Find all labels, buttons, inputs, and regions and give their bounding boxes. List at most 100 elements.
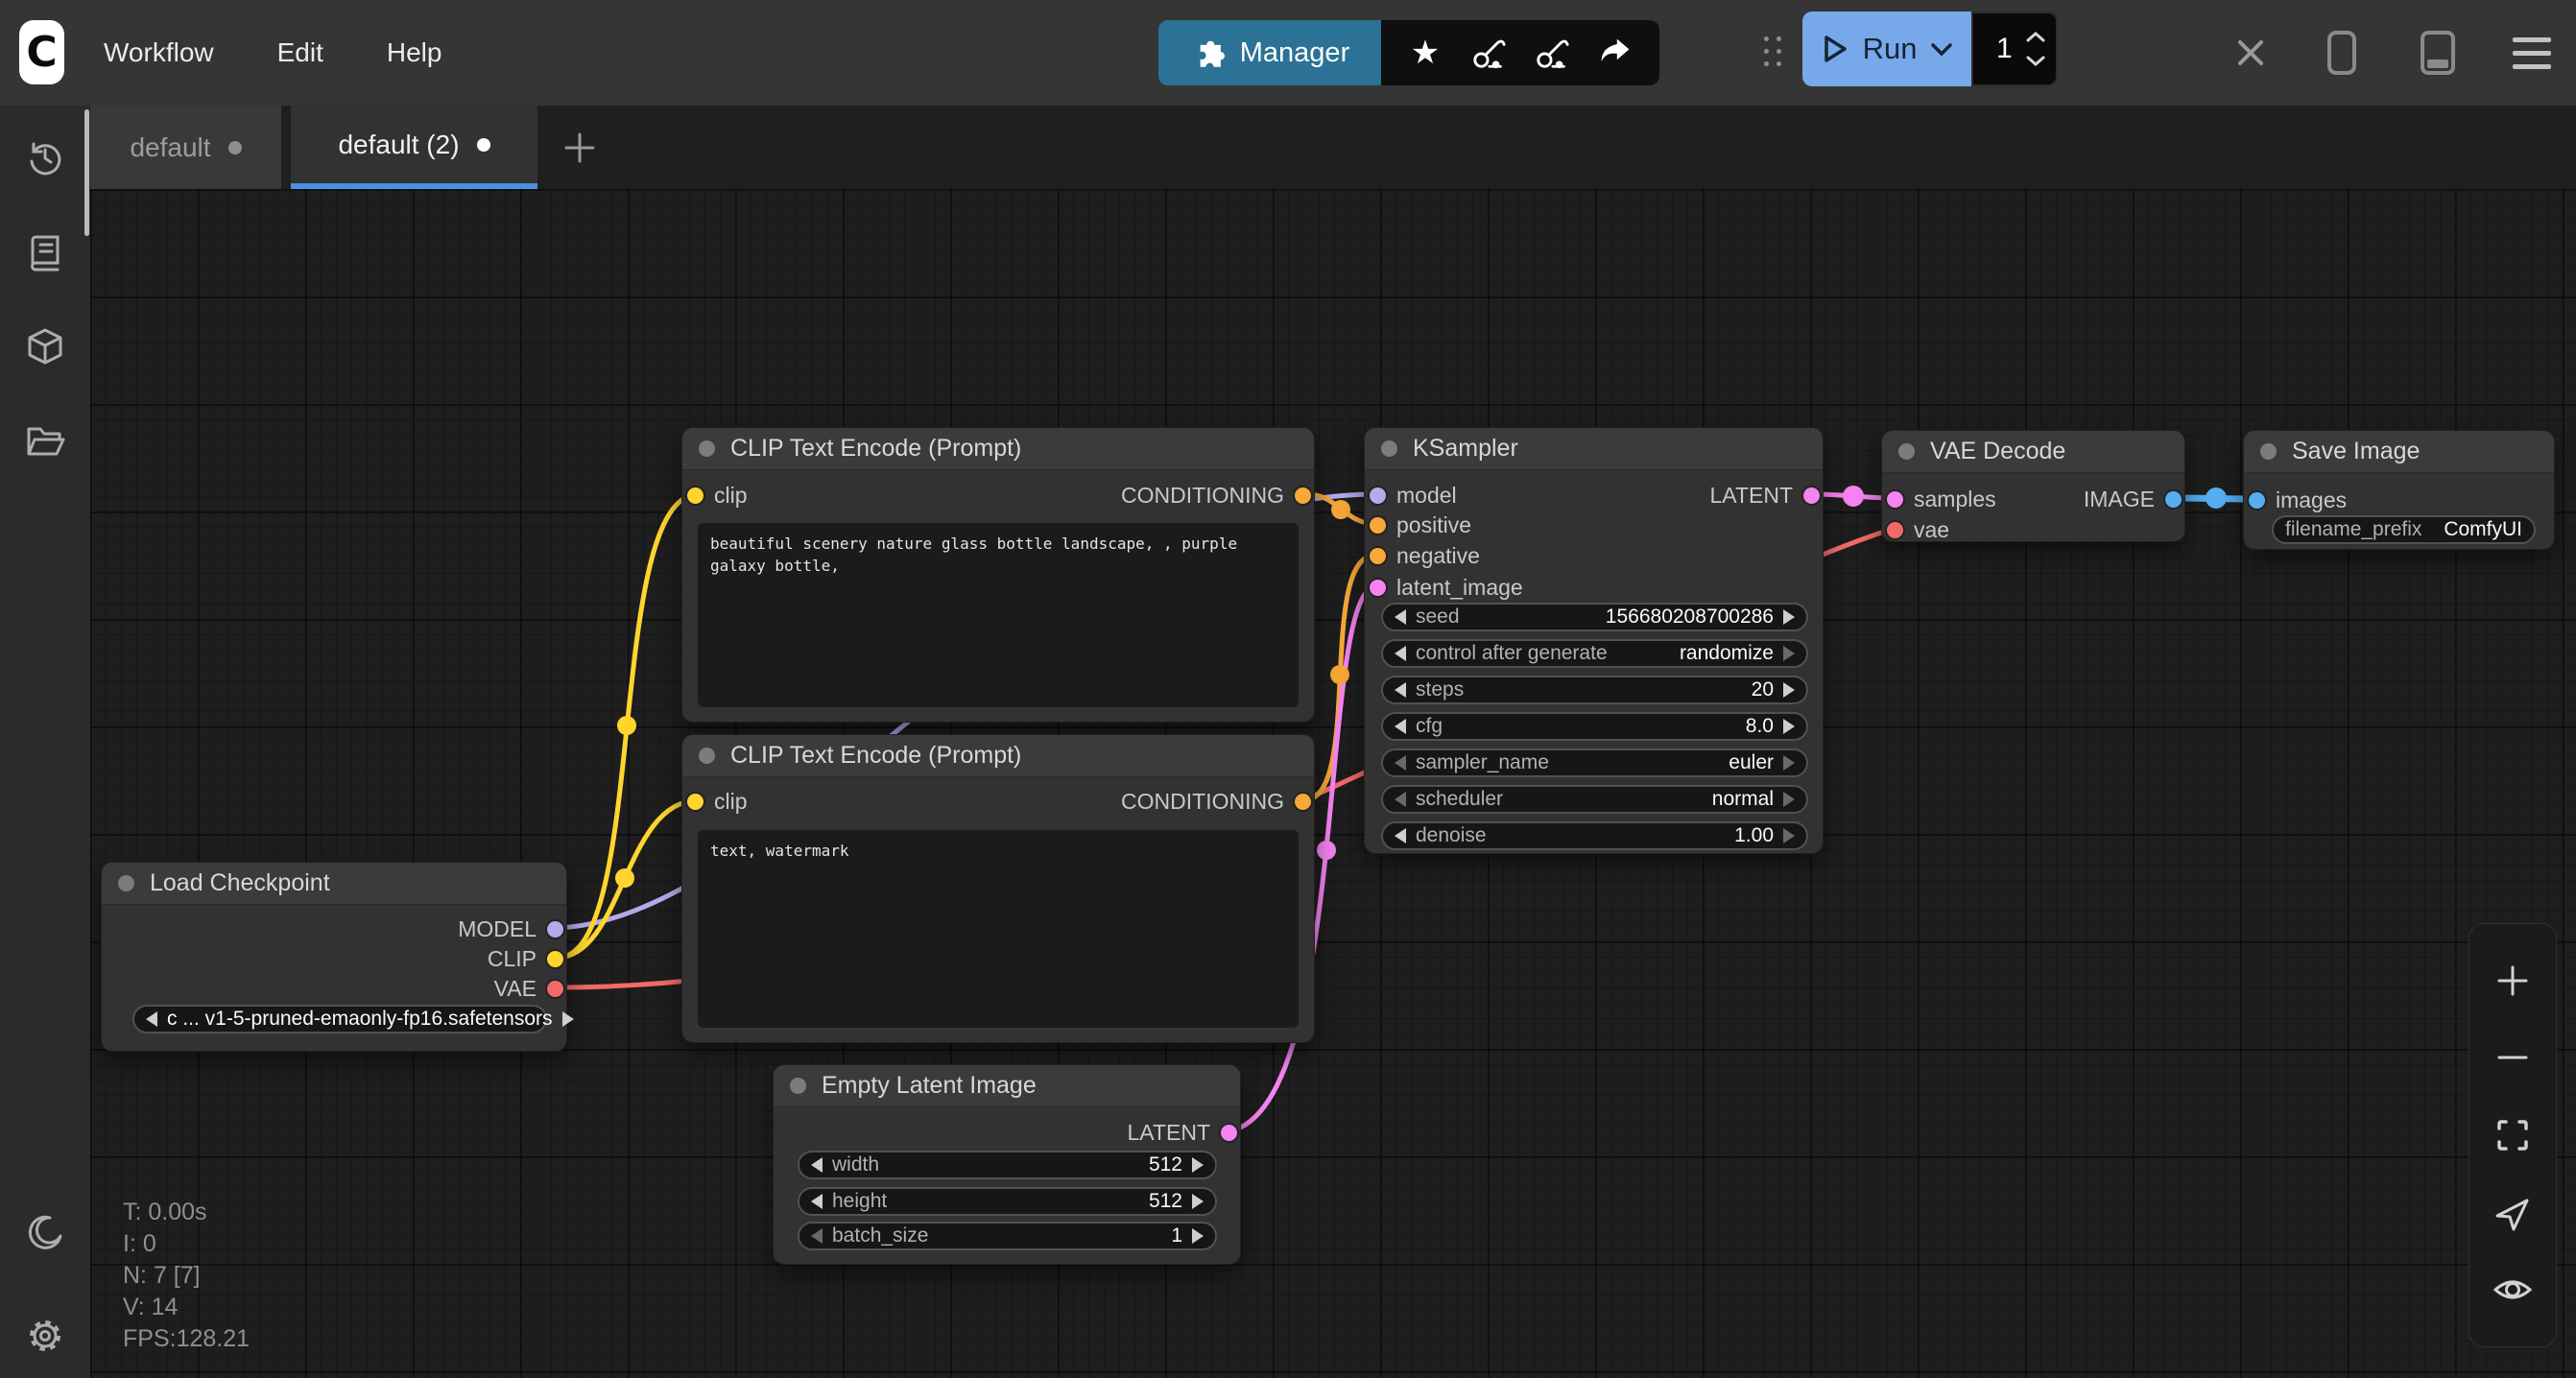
input-slot-negative[interactable]: negative bbox=[1370, 541, 1480, 570]
decrement-arrow-icon[interactable] bbox=[1395, 646, 1406, 661]
node-title-bar[interactable]: CLIP Text Encode (Prompt) bbox=[682, 735, 1314, 777]
steps-widget[interactable]: steps 20 bbox=[1381, 676, 1808, 704]
node-ksampler[interactable]: KSampler model positive negative latent_… bbox=[1364, 427, 1824, 854]
increment-arrow-icon[interactable] bbox=[1783, 609, 1795, 625]
decrement-arrow-icon[interactable] bbox=[1395, 755, 1406, 771]
node-title-bar[interactable]: CLIP Text Encode (Prompt) bbox=[682, 428, 1314, 470]
toggle-link-visibility-button[interactable] bbox=[2492, 1269, 2534, 1311]
decrement-arrow-icon[interactable] bbox=[1395, 719, 1406, 734]
increment-arrow-icon[interactable] bbox=[1192, 1228, 1204, 1244]
increment-arrow-icon[interactable] bbox=[1783, 682, 1795, 698]
vacuum-button-2[interactable] bbox=[1533, 34, 1571, 72]
pan-mode-button[interactable] bbox=[2492, 1192, 2534, 1234]
share-button[interactable] bbox=[1596, 34, 1634, 72]
node-title-bar[interactable]: KSampler bbox=[1365, 428, 1823, 470]
collapse-dot[interactable] bbox=[1898, 443, 1915, 460]
decrement-arrow-icon[interactable] bbox=[811, 1194, 823, 1209]
output-slot-conditioning[interactable]: CONDITIONING bbox=[1121, 481, 1311, 510]
output-slot-vae[interactable]: VAE bbox=[494, 974, 563, 1003]
increment-arrow-icon[interactable] bbox=[1783, 755, 1795, 771]
input-slot-model[interactable]: model bbox=[1370, 481, 1457, 510]
decrement-arrow-icon[interactable] bbox=[1395, 792, 1406, 807]
vacuum-button-1[interactable] bbox=[1469, 34, 1508, 72]
run-button[interactable]: Run bbox=[1802, 12, 1971, 86]
collapse-dot[interactable] bbox=[699, 748, 715, 764]
node-title-bar[interactable]: VAE Decode bbox=[1882, 431, 2184, 473]
slot-dot-clip[interactable] bbox=[687, 793, 704, 810]
menu-workflow[interactable]: Workflow bbox=[104, 37, 214, 67]
toggle-bottom-panel-button[interactable] bbox=[2409, 0, 2467, 106]
slot-dot-vae[interactable] bbox=[1887, 521, 1903, 538]
sidebar-item-history[interactable] bbox=[0, 127, 90, 188]
decrement-arrow-icon[interactable] bbox=[1395, 609, 1406, 625]
node-clip-text-encode-negative[interactable]: CLIP Text Encode (Prompt) clip CONDITION… bbox=[681, 734, 1315, 1043]
tab-default[interactable]: default bbox=[90, 106, 281, 189]
comfyui-logo[interactable]: C bbox=[19, 20, 64, 84]
input-slot-positive[interactable]: positive bbox=[1370, 511, 1471, 539]
chevron-down-icon[interactable] bbox=[2025, 55, 2046, 67]
batch-count-stepper[interactable]: 1 bbox=[1971, 12, 2058, 86]
menu-help[interactable]: Help bbox=[386, 37, 442, 67]
seed-widget[interactable]: seed 156680208700286 bbox=[1381, 603, 1808, 631]
output-slot-latent[interactable]: LATENT bbox=[1710, 481, 1820, 510]
menu-edit[interactable]: Edit bbox=[276, 37, 323, 67]
increment-arrow-icon[interactable] bbox=[1783, 719, 1795, 734]
increment-arrow-icon[interactable] bbox=[561, 1011, 574, 1027]
sidebar-item-node-library[interactable] bbox=[0, 221, 90, 282]
decrement-arrow-icon[interactable] bbox=[811, 1157, 823, 1173]
toggle-sidebar-button[interactable] bbox=[2313, 0, 2371, 106]
toolbar-drag-handle[interactable] bbox=[1764, 36, 1785, 71]
input-slot-clip[interactable]: clip bbox=[687, 787, 748, 816]
input-slot-latent-image[interactable]: latent_image bbox=[1370, 573, 1523, 602]
output-slot-conditioning[interactable]: CONDITIONING bbox=[1121, 787, 1311, 816]
slot-dot-latent[interactable] bbox=[1221, 1124, 1237, 1141]
output-slot-model[interactable]: MODEL bbox=[458, 915, 563, 943]
decrement-arrow-icon[interactable] bbox=[811, 1228, 823, 1244]
input-slot-samples[interactable]: samples bbox=[1887, 485, 1996, 513]
slot-dot-image[interactable] bbox=[2165, 490, 2182, 508]
sampler-name-widget[interactable]: sampler_name euler bbox=[1381, 748, 1808, 777]
denoise-widget[interactable]: denoise 1.00 bbox=[1381, 821, 1808, 850]
slot-dot-model[interactable] bbox=[547, 920, 563, 938]
height-widget[interactable]: height 512 bbox=[798, 1187, 1217, 1216]
node-empty-latent-image[interactable]: Empty Latent Image LATENT width 512 heig… bbox=[773, 1064, 1241, 1265]
input-slot-clip[interactable]: clip bbox=[687, 481, 748, 510]
sidebar-item-settings[interactable] bbox=[0, 1305, 90, 1366]
cfg-widget[interactable]: cfg 8.0 bbox=[1381, 712, 1808, 741]
increment-arrow-icon[interactable] bbox=[1783, 828, 1795, 843]
sidebar-item-workflows[interactable] bbox=[0, 411, 90, 472]
slot-dot-vae[interactable] bbox=[547, 980, 563, 997]
slot-dot-conditioning[interactable] bbox=[1295, 793, 1311, 810]
collapse-dot[interactable] bbox=[118, 875, 134, 891]
collapse-dot[interactable] bbox=[2260, 443, 2277, 460]
node-load-checkpoint[interactable]: Load Checkpoint MODEL CLIP VAE c ... v1-… bbox=[101, 862, 574, 1052]
output-slot-clip[interactable]: CLIP bbox=[488, 944, 563, 973]
node-save-image[interactable]: Save Image images filename_prefix ComfyU… bbox=[2243, 430, 2555, 550]
favorites-button[interactable]: ★ bbox=[1406, 34, 1444, 72]
node-title-bar[interactable]: Empty Latent Image bbox=[774, 1065, 1240, 1107]
slot-dot-latent[interactable] bbox=[1887, 490, 1903, 508]
node-title-bar[interactable]: Save Image bbox=[2244, 431, 2554, 473]
width-widget[interactable]: width 512 bbox=[798, 1151, 1217, 1179]
increment-arrow-icon[interactable] bbox=[1192, 1157, 1204, 1173]
slot-dot-conditioning[interactable] bbox=[1370, 516, 1386, 534]
slot-dot-clip[interactable] bbox=[547, 950, 563, 967]
close-workflow-button[interactable] bbox=[2222, 0, 2279, 106]
output-slot-latent[interactable]: LATENT bbox=[1128, 1118, 1237, 1147]
slot-dot-latent[interactable] bbox=[1370, 579, 1386, 596]
tab-default-2-active[interactable]: default (2) bbox=[291, 106, 537, 189]
node-title-bar[interactable]: Load Checkpoint bbox=[102, 863, 566, 905]
collapse-dot[interactable] bbox=[699, 440, 715, 457]
output-slot-image[interactable]: IMAGE bbox=[2084, 485, 2182, 513]
main-menu-button[interactable] bbox=[2503, 0, 2561, 106]
filename-prefix-widget[interactable]: filename_prefix ComfyUI bbox=[2272, 515, 2536, 544]
slot-dot-latent[interactable] bbox=[1803, 487, 1820, 504]
control-after-generate-widget[interactable]: control after generate randomize bbox=[1381, 639, 1808, 668]
batch-size-widget[interactable]: batch_size 1 bbox=[798, 1222, 1217, 1250]
slot-dot-conditioning[interactable] bbox=[1370, 547, 1386, 564]
prompt-text-area[interactable]: text, watermark bbox=[698, 830, 1299, 1028]
manager-button[interactable]: Manager bbox=[1158, 20, 1381, 85]
zoom-in-button[interactable] bbox=[2492, 960, 2534, 1002]
node-vae-decode[interactable]: VAE Decode samples vae IMAGE bbox=[1881, 430, 2185, 542]
sidebar-scrollbar[interactable] bbox=[84, 109, 89, 236]
